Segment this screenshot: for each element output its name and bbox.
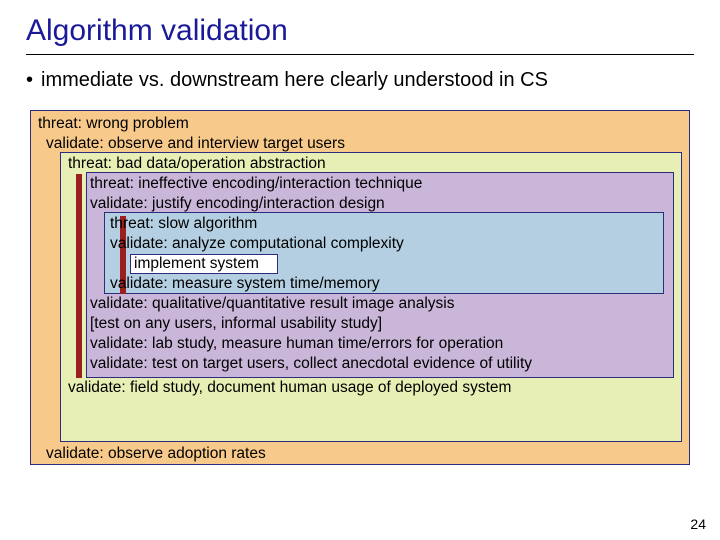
title-divider (26, 54, 694, 55)
nested-validation-diagram: threat: wrong problem validate: observe … (30, 110, 690, 465)
bullet-marker: • (26, 69, 33, 91)
line-threat-slow-algorithm: threat: slow algorithm (110, 214, 257, 233)
bullet-text: immediate vs. downstream here clearly un… (41, 69, 548, 92)
line-threat-ineffective-encoding: threat: ineffective encoding/interaction… (90, 174, 422, 193)
page-number: 24 (690, 516, 706, 532)
slide: Algorithm validation • immediate vs. dow… (0, 0, 720, 540)
bullet-item: • immediate vs. downstream here clearly … (26, 69, 694, 92)
line-validate-image-analysis: validate: qualitative/quantitative resul… (90, 294, 454, 313)
line-threat-wrong-problem: threat: wrong problem (38, 114, 189, 133)
line-validate-observe-interview: validate: observe and interview target u… (46, 134, 345, 153)
line-validate-adoption: validate: observe adoption rates (46, 444, 266, 463)
line-validate-complexity: validate: analyze computational complexi… (110, 234, 404, 253)
line-validate-justify-encoding: validate: justify encoding/interaction d… (90, 194, 385, 213)
line-threat-bad-abstraction: threat: bad data/operation abstraction (68, 154, 326, 173)
line-implement-system: implement system (134, 254, 259, 273)
line-validate-target-users: validate: test on target users, collect … (90, 354, 532, 373)
line-validate-time-memory: validate: measure system time/memory (110, 274, 380, 293)
page-title: Algorithm validation (26, 14, 694, 48)
line-validate-field-study: validate: field study, document human us… (68, 378, 511, 397)
accent-bar-outer (76, 174, 82, 378)
line-validate-lab-study: validate: lab study, measure human time/… (90, 334, 503, 353)
line-test-informal: [test on any users, informal usability s… (90, 314, 382, 333)
